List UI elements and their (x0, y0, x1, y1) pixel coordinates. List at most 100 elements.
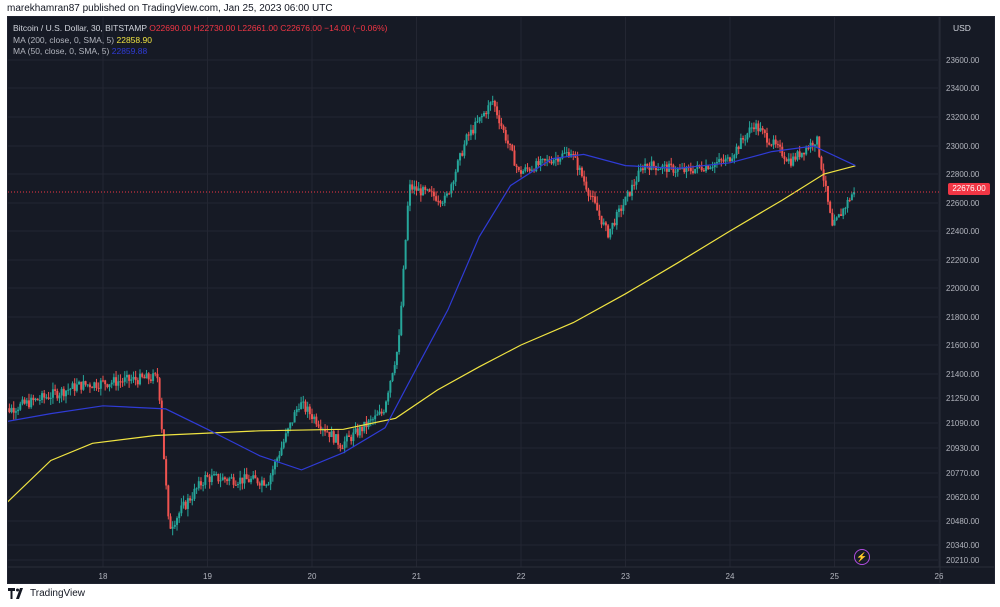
candle-body (243, 474, 246, 484)
candle-body (620, 208, 623, 211)
candle-body (729, 157, 731, 162)
candle-body (228, 478, 231, 482)
candle-body (792, 156, 795, 166)
chart-frame[interactable]: 23600.00 23400.00 23200.00 23000.00 22800.00… (7, 16, 995, 584)
candle-body (280, 447, 283, 456)
candle-body (598, 210, 601, 216)
candle-body (343, 441, 346, 449)
candle-body (12, 407, 15, 413)
y-tick-label: 22600.00 (946, 199, 980, 208)
candle-body (850, 194, 853, 201)
candle-body (389, 380, 392, 393)
candle-body (17, 409, 20, 412)
candle-body (252, 475, 255, 479)
candle-body (578, 167, 581, 170)
y-tick-label: 20930.00 (946, 444, 980, 453)
candle-body (604, 222, 607, 226)
candle-body (674, 171, 677, 173)
footer-brand: TradingView (8, 588, 85, 599)
candle-body (139, 373, 142, 385)
candle-body (622, 205, 625, 211)
y-tick-label: 21090.00 (946, 419, 980, 428)
candle-body (800, 152, 803, 157)
candle-body (199, 481, 202, 486)
candle-body (822, 169, 825, 181)
candle-body (326, 431, 329, 433)
candle-body (853, 191, 856, 195)
candle-body (726, 157, 729, 159)
y-tick-label: 20210.00 (946, 556, 980, 565)
candle-body (356, 428, 359, 436)
candle-body (456, 160, 459, 172)
y-tick-label: 22000.00 (946, 284, 980, 293)
candle-body (67, 389, 70, 391)
y-tick-label: 23000.00 (946, 142, 980, 151)
candle-body (34, 398, 37, 401)
candle-body (435, 196, 438, 201)
candle-body (267, 484, 270, 486)
candle-body (71, 383, 74, 389)
candle-body (613, 222, 616, 226)
candle-body (787, 158, 790, 162)
candle-body (691, 171, 694, 173)
candle-body (724, 158, 727, 162)
candle-body (820, 156, 823, 170)
legend-symbol[interactable]: Bitcoin / U.S. Dollar, 30, BITSTAMP (13, 23, 147, 33)
candle-body (633, 184, 636, 186)
candle-body (393, 365, 396, 374)
candle-body (41, 393, 44, 400)
legend-ma200-row[interactable]: MA (200, close, 0, SMA, 5) 22858.90 (13, 35, 388, 47)
candle-body (624, 196, 627, 206)
candle-body (502, 126, 505, 131)
candle-body (128, 374, 131, 381)
tradingview-logo-icon (8, 588, 23, 599)
candle-body (567, 152, 570, 158)
candle-body (761, 128, 764, 131)
candle-body (112, 377, 115, 383)
candle-body (223, 477, 226, 480)
candle-body (376, 414, 379, 416)
candle-body (119, 381, 122, 383)
candle-body (219, 480, 222, 482)
lightning-bolt-icon[interactable]: ⚡ (854, 549, 870, 565)
candle-body (258, 483, 261, 486)
candle-body (424, 187, 427, 190)
candle-body (426, 189, 429, 191)
candle-body (247, 479, 250, 483)
candle-body (709, 167, 712, 170)
candle-body (554, 157, 557, 161)
y-tick-label: 20340.00 (946, 541, 980, 550)
legend-low: L22661.00 (237, 23, 278, 33)
candle-body (432, 191, 435, 197)
candle-body (657, 169, 660, 171)
candle-body (221, 477, 224, 481)
candle-body (180, 505, 183, 514)
candle-body (798, 151, 801, 157)
candle-body (339, 444, 342, 449)
candle-body (770, 144, 773, 146)
candle-body (530, 169, 533, 171)
candle-body (245, 474, 248, 480)
candle-body (498, 115, 501, 124)
y-tick-label: 21600.00 (946, 341, 980, 350)
candle-body (563, 152, 566, 154)
candle-body (408, 184, 411, 206)
x-tick-label: 26 (935, 572, 944, 581)
legend-ma50-row[interactable]: MA (50, close, 0, SMA, 5) 22859.88 (13, 46, 388, 58)
candle-body (93, 382, 96, 389)
candle-body (824, 180, 827, 187)
currency-label[interactable]: USD (953, 23, 971, 33)
price-chart[interactable]: 23600.00 23400.00 23200.00 23000.00 22800.00… (8, 17, 994, 583)
candle-body (641, 168, 644, 171)
candle-body (369, 419, 372, 421)
candle-body (763, 130, 766, 133)
candle-body (402, 268, 405, 306)
candle-body (511, 145, 514, 151)
legend-ma50-label: MA (50, close, 0, SMA, 5) (13, 46, 110, 56)
candle-body (445, 193, 448, 196)
candle-body (803, 152, 806, 155)
candle-body (82, 381, 85, 390)
candle-body (182, 501, 185, 506)
candle-body (829, 201, 832, 213)
candle-body (178, 513, 181, 519)
